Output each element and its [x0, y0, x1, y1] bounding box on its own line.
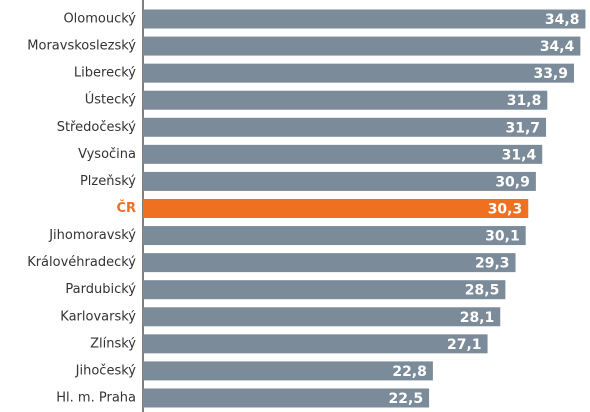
category-label: Vysočina: [78, 147, 136, 162]
category-label: Hl. m. Praha: [56, 390, 136, 405]
bar: [143, 90, 548, 110]
bar: [143, 361, 433, 381]
value-label: 28,1: [460, 310, 495, 326]
category-label: Královéhradecký: [27, 255, 136, 270]
bar: [143, 117, 547, 137]
category-label: Olomoucký: [63, 12, 136, 27]
bar: [143, 9, 586, 29]
bar: [143, 280, 506, 300]
bar: [143, 144, 543, 164]
value-label: 34,8: [545, 12, 580, 28]
bar: [143, 253, 516, 273]
value-label: 22,8: [392, 364, 427, 380]
bar: [143, 171, 536, 191]
value-label: 28,5: [465, 283, 500, 299]
value-label: 31,7: [505, 120, 540, 136]
value-label: 34,4: [540, 39, 575, 55]
bar: [143, 307, 501, 327]
bar: [143, 388, 430, 408]
category-label: Ústecký: [85, 92, 137, 108]
category-label: Moravskoslezský: [27, 39, 136, 54]
value-label: 30,1: [485, 229, 520, 245]
bar: [143, 63, 575, 83]
category-label: Středočeský: [57, 120, 137, 135]
category-label: Pardubický: [65, 282, 136, 297]
value-label: 22,5: [389, 391, 424, 407]
category-label: Liberecký: [74, 66, 136, 81]
bar: [143, 36, 581, 56]
category-label: ČR: [116, 200, 136, 216]
bar: [143, 226, 526, 246]
category-label: Jihočeský: [75, 363, 137, 378]
category-label: Karlovarský: [60, 309, 136, 324]
bar: [143, 198, 529, 218]
value-label: 31,4: [502, 147, 537, 163]
category-label: Zlínský: [90, 336, 136, 351]
category-label: Jihomoravský: [48, 228, 136, 243]
value-label: 33,9: [533, 66, 568, 82]
value-label: 29,3: [475, 256, 510, 272]
category-label: Plzeňský: [80, 174, 136, 189]
value-label: 30,3: [488, 201, 523, 217]
value-label: 31,8: [507, 93, 542, 109]
value-label: 30,9: [495, 174, 530, 190]
value-label: 27,1: [447, 337, 482, 353]
bar: [143, 334, 488, 354]
